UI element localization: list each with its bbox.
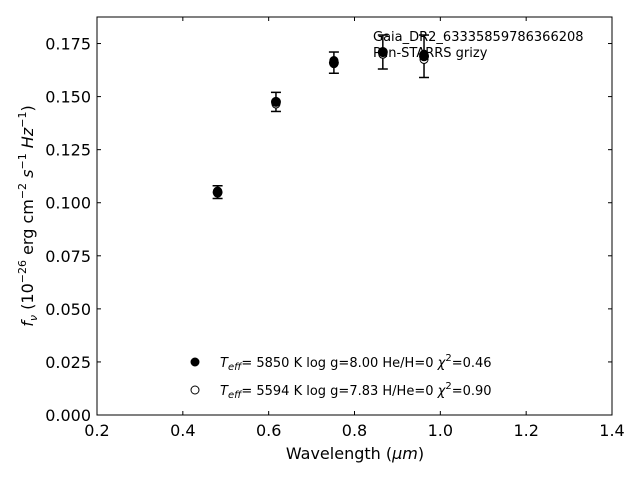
x-tick-label: 0.6: [256, 421, 281, 440]
y-tick-label: 0.075: [45, 247, 91, 266]
legend-marker: [190, 357, 200, 367]
y-tick-label: 0.100: [45, 194, 91, 213]
observed-point: [328, 57, 339, 68]
y-axis-title: fν (10−26 erg cm−2 s−1 Hz−1): [16, 105, 40, 326]
y-tick-label: 0.150: [45, 88, 91, 107]
x-tick-label: 1.2: [513, 421, 538, 440]
y-tick-label: 0.050: [45, 300, 91, 319]
y-tick-label: 0.125: [45, 141, 91, 160]
observed-point: [419, 51, 430, 62]
data-points: [212, 34, 430, 200]
x-tick-label: 0.4: [170, 421, 195, 440]
annotation-survey: Pan-STARRS grizy: [373, 46, 488, 61]
observed-point: [212, 187, 223, 198]
legend-marker: [190, 385, 200, 395]
legend-label: Teff= 5850 K log g=8.00 He/H=0 χ2=0.46: [220, 353, 492, 373]
x-tick-label: 1.0: [428, 421, 453, 440]
legend-label: Teff= 5594 K log g=7.83 H/He=0 χ2=0.90: [220, 381, 492, 401]
axis-ticks: 0.2 0.4 0.6 0.8 1.0 1.2 1.4 0.000 0.025 0.050 0.07…: [45, 17, 625, 440]
y-tick-label: 0.000: [45, 406, 91, 425]
observed-point: [377, 47, 388, 58]
x-tick-label: 0.2: [84, 421, 109, 440]
annotation-source-id: Gaia_DR2_63335859786366208: [373, 30, 584, 45]
y-tick-label: 0.175: [45, 35, 91, 54]
y-tick-label: 0.025: [45, 353, 91, 372]
legend: Teff= 5850 K log g=8.00 He/H=0 χ2=0.46 Te…: [190, 353, 492, 401]
x-tick-label: 0.8: [342, 421, 367, 440]
observed-point: [270, 96, 281, 107]
x-tick-label: 1.4: [599, 421, 624, 440]
x-axis-title: Wavelength (μm): [286, 444, 424, 463]
